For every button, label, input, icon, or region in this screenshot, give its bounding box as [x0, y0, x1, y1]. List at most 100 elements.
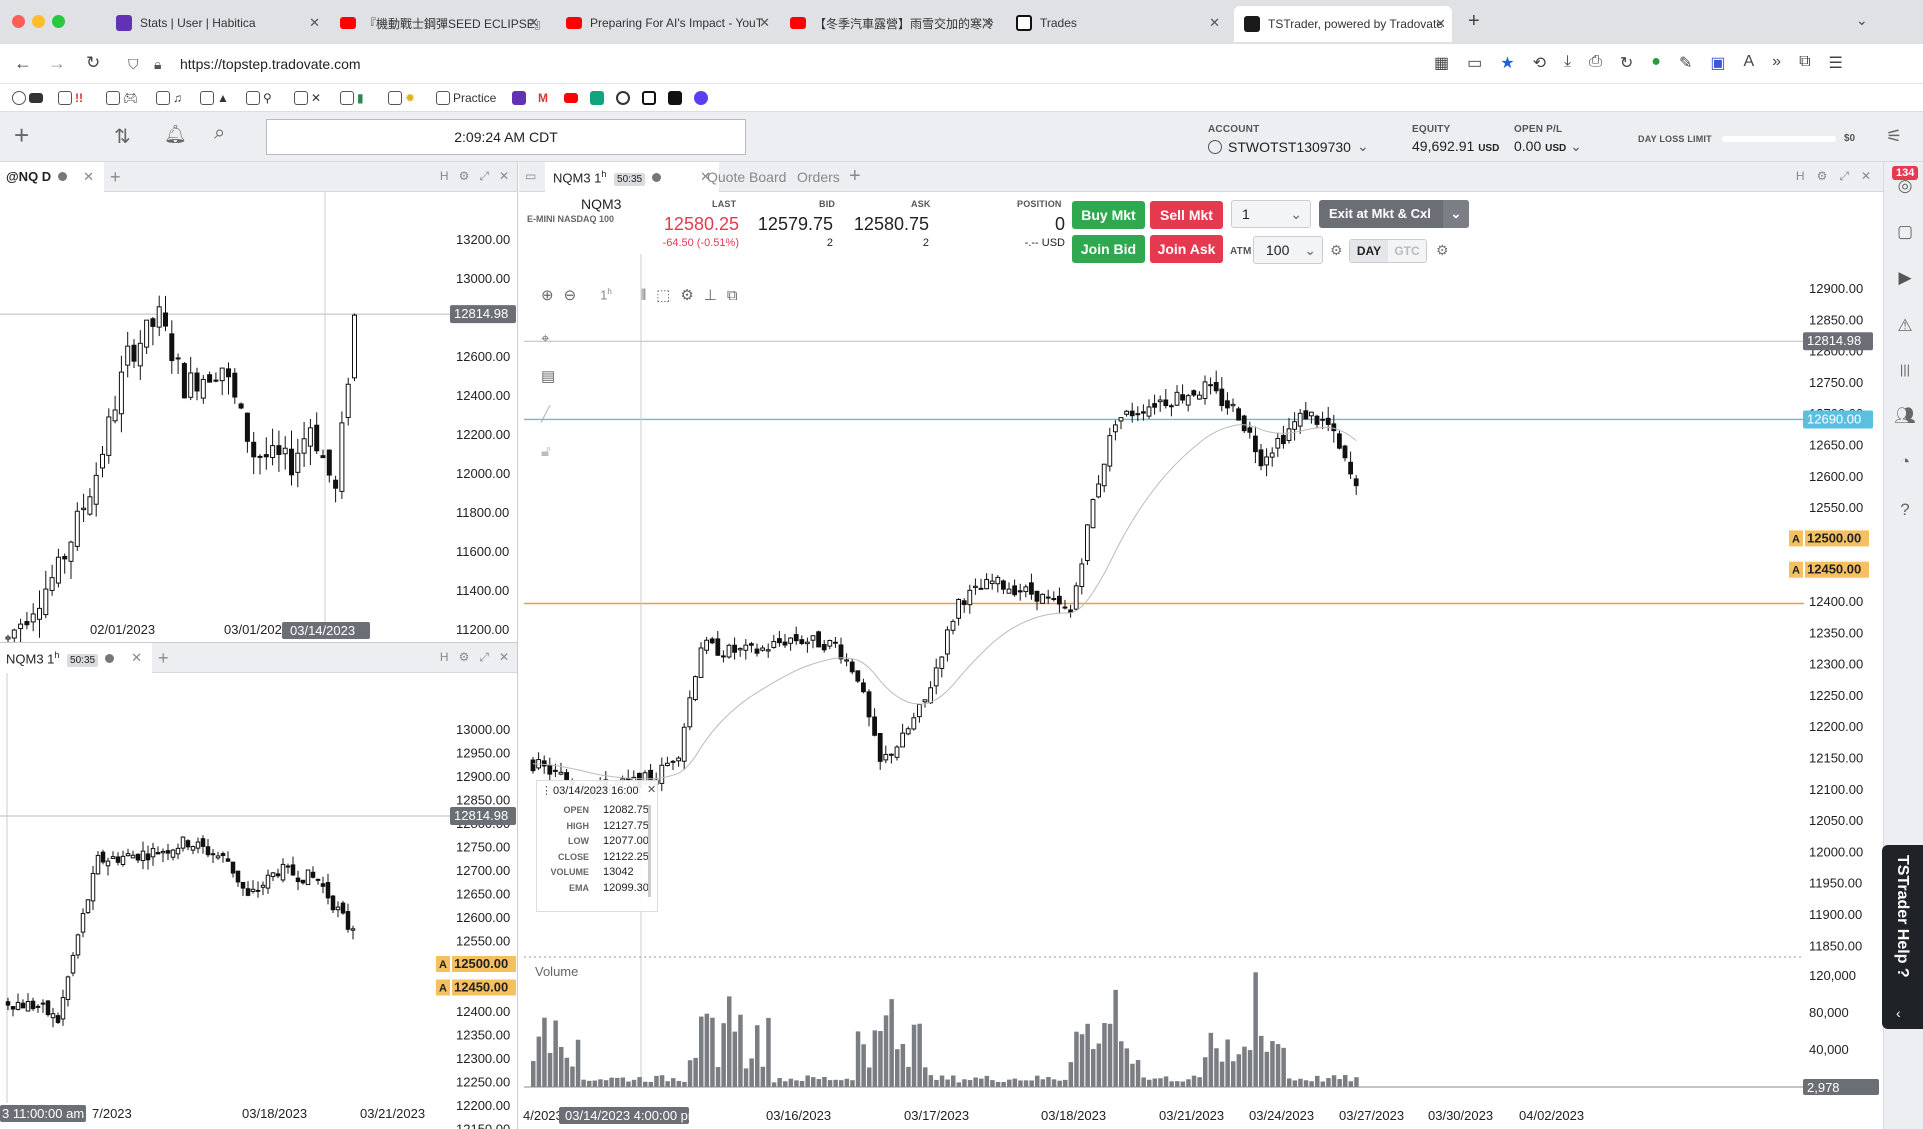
chevron-down-icon[interactable]: ⌄: [1443, 200, 1469, 228]
popout-icon[interactable]: ⤢: [479, 169, 489, 183]
h-icon[interactable]: H: [439, 169, 449, 183]
candle-type-icon[interactable]: ⫴: [639, 286, 647, 304]
back-arrow-icon[interactable]: ←: [14, 53, 32, 73]
gauge-icon[interactable]: ◔: [1899, 452, 1911, 471]
close-icon[interactable]: ✕: [1860, 169, 1871, 183]
chat-icon[interactable]: ▢: [1896, 222, 1914, 241]
close-tab-icon[interactable]: ✕: [309, 15, 320, 30]
users-icon[interactable]: 👥︎: [1894, 406, 1916, 425]
warning-icon[interactable]: ⚠: [1897, 316, 1913, 335]
forward-arrow-icon[interactable]: →: [48, 53, 66, 73]
reload-icon[interactable]: ↻: [86, 53, 101, 72]
layout-icon[interactable]: ▭: [525, 169, 537, 183]
close-tab-icon[interactable]: ✕: [131, 650, 142, 665]
bookmark-item[interactable]: [12, 90, 43, 106]
join-ask-button[interactable]: Join Ask: [1150, 235, 1223, 263]
print-icon[interactable]: ⎙: [1589, 53, 1602, 70]
extension-badge-icon[interactable]: ▣: [1710, 55, 1726, 72]
bars-icon[interactable]: |||: [1899, 362, 1911, 377]
extensions-icon[interactable]: ⧉: [1799, 53, 1811, 70]
dollar-circle-icon[interactable]: ◎: [1897, 176, 1913, 195]
h-icon[interactable]: H: [439, 650, 449, 664]
transfer-arrows-icon[interactable]: ⇅: [114, 126, 131, 148]
tab-nqm3-main[interactable]: NQM3 1h 50:35 ✕: [545, 162, 719, 192]
minimize-window-icon[interactable]: [32, 15, 45, 28]
close-icon[interactable]: ✕: [498, 650, 509, 664]
tif-gtc-option[interactable]: GTC: [1394, 244, 1420, 258]
inbox-icon[interactable]: ▭: [1467, 55, 1483, 72]
open-pl-display[interactable]: 0.00 USD ⌄: [1514, 138, 1582, 155]
atm-select[interactable]: 100 ⌄: [1253, 236, 1323, 264]
h-icon[interactable]: H: [1795, 169, 1805, 183]
close-tab-icon[interactable]: ✕: [983, 15, 994, 30]
scrollbar[interactable]: [648, 805, 651, 897]
browser-tab[interactable]: Trades ✕: [1016, 10, 1226, 36]
gear-icon[interactable]: ⚙: [1816, 169, 1828, 183]
browser-tab[interactable]: 『機動戰士鋼彈SEED ECLIPSE』 ✕: [340, 10, 545, 36]
zoom-out-icon[interactable]: ⊖: [563, 287, 577, 304]
buy-market-button[interactable]: Buy Mkt: [1072, 201, 1145, 229]
popout-icon[interactable]: ⤢: [1839, 169, 1849, 183]
quantity-select[interactable]: 1 ⌄: [1231, 200, 1311, 228]
font-icon[interactable]: A: [1743, 53, 1755, 70]
zoom-window-icon[interactable]: [52, 15, 65, 28]
bookmark-folder[interactable]: ▲: [200, 90, 229, 106]
close-tab-icon[interactable]: ✕: [83, 169, 94, 184]
bookmark-item[interactable]: [512, 90, 526, 106]
browser-tab[interactable]: Stats | User | Habitica ✕: [116, 10, 326, 36]
video-icon[interactable]: ▶: [1898, 268, 1912, 287]
close-icon[interactable]: ✕: [498, 169, 509, 183]
bookmark-item[interactable]: [564, 90, 578, 106]
browser-tab[interactable]: 【冬季汽車露營】雨雪交加的寒冷 ✕: [790, 10, 1000, 36]
draw-line-icon[interactable]: ╱: [541, 406, 551, 423]
add-icon[interactable]: +: [14, 120, 30, 150]
history-icon[interactable]: ⟲: [1532, 55, 1546, 72]
daily-chart-canvas[interactable]: 13200.0013000.0012800.0012600.0012400.00…: [0, 192, 518, 642]
gear-icon[interactable]: ⚙: [458, 650, 470, 664]
add-tab-icon[interactable]: +: [158, 648, 169, 668]
sync-icon[interactable]: ↻: [1619, 55, 1634, 72]
popout-icon[interactable]: ⤢: [479, 650, 489, 664]
search-icon[interactable]: ⌕: [214, 122, 226, 144]
unlock-icon[interactable]: 🔓︎: [541, 443, 551, 460]
close-window-icon[interactable]: [12, 15, 25, 28]
close-tab-icon[interactable]: ✕: [1209, 15, 1220, 30]
bookmark-item[interactable]: M: [538, 90, 548, 106]
close-tab-icon[interactable]: ✕: [1435, 16, 1446, 31]
bookmark-star-icon[interactable]: ★: [1500, 55, 1515, 72]
chevron-down-icon[interactable]: ⌄: [1856, 12, 1868, 28]
account-selector[interactable]: STWOTST1309730 ⌄: [1208, 138, 1369, 155]
bookmark-folder[interactable]: !!: [58, 90, 83, 106]
bookmark-folder[interactable]: ▮: [340, 90, 364, 106]
add-tab-icon[interactable]: +: [110, 167, 121, 187]
bookmark-folder[interactable]: ✕: [294, 90, 321, 106]
main-chart-canvas[interactable]: 12900.0012850.0012800.0012750.0012700.00…: [519, 254, 1883, 1129]
note-icon[interactable]: ▤: [541, 368, 556, 385]
bookmark-folder[interactable]: ⚲: [246, 90, 272, 106]
add-tab-icon[interactable]: +: [849, 165, 861, 187]
sell-market-button[interactable]: Sell Mkt: [1150, 201, 1223, 229]
new-tab-icon[interactable]: +: [1468, 10, 1480, 32]
bookmark-item[interactable]: [694, 90, 708, 106]
bookmark-folder[interactable]: ♫: [156, 90, 182, 106]
close-tab-icon[interactable]: ✕: [528, 15, 539, 30]
exit-at-market-button[interactable]: Exit at Mkt & Cxl ⌄: [1319, 200, 1469, 228]
join-bid-button[interactable]: Join Bid: [1072, 235, 1145, 263]
bookmark-item[interactable]: [590, 90, 604, 106]
evernote-icon[interactable]: ●: [1651, 53, 1661, 70]
overflow-icon[interactable]: »: [1772, 53, 1782, 70]
drag-handle-icon[interactable]: ⋮: [541, 785, 552, 797]
gear-icon[interactable]: ⚙: [458, 169, 470, 183]
close-tab-icon[interactable]: ✕: [700, 169, 711, 184]
pencil-icon[interactable]: ✎: [1678, 55, 1693, 72]
tab-quote-board[interactable]: Quote Board: [707, 169, 787, 185]
menu-icon[interactable]: ☰: [1828, 55, 1843, 72]
hourly-small-canvas[interactable]: 13000.0012950.0012900.0012850.0012800.00…: [0, 673, 518, 1129]
close-tab-icon[interactable]: ✕: [759, 15, 770, 30]
url-field[interactable]: ⛉ 🔒︎ https://topstep.tradovate.com: [120, 50, 1410, 78]
gear-icon[interactable]: ⚙: [1330, 242, 1343, 258]
browser-tab[interactable]: Preparing For AI's Impact - YouT ✕: [566, 10, 776, 36]
bookmark-folder-practice[interactable]: Practice: [436, 90, 496, 106]
browser-tab-active[interactable]: TSTrader, powered by Tradovate ✕: [1234, 6, 1452, 42]
tif-day-option[interactable]: DAY: [1350, 240, 1388, 262]
